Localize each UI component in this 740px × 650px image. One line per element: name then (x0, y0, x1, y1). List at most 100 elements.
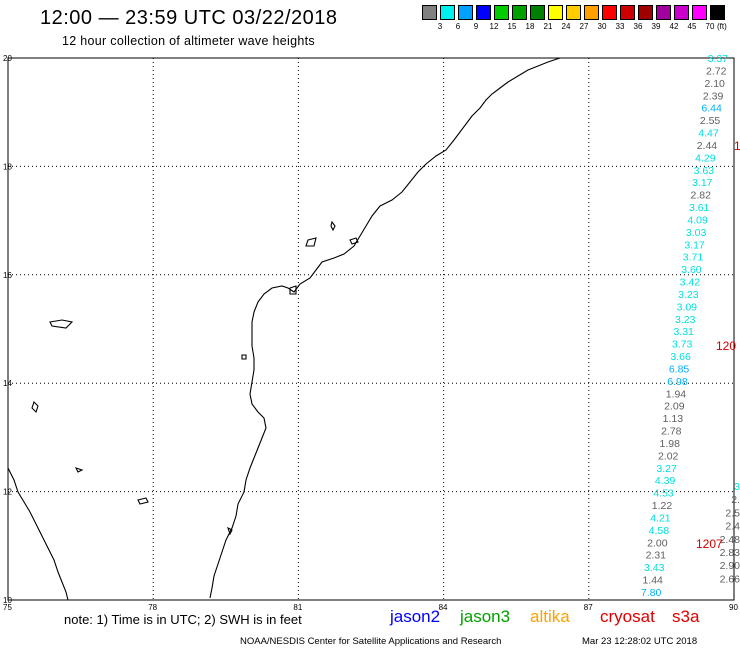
wave-height-value: 1.98 (660, 438, 681, 450)
wave-height-value: 1.44 (642, 575, 663, 587)
colorbar-swatch (548, 5, 563, 20)
wave-height-value: 2.00 (647, 537, 668, 549)
wave-height-value: 3.63 (694, 165, 715, 177)
wave-height-value: 3.23 (678, 289, 699, 301)
wave-height-value: 4.53 (653, 488, 674, 500)
wave-height-value: 2. (731, 494, 740, 506)
pass-time-label: 1207 (696, 537, 723, 551)
wave-height-value: 2.90 (720, 560, 740, 572)
wave-height-value: 2.4 (725, 521, 740, 533)
wave-height-value: 3.31 (673, 326, 694, 338)
wave-height-value: 4.29 (695, 152, 716, 164)
wave-height-value: 6.98 (667, 376, 688, 388)
colorbar-swatch (584, 5, 599, 20)
units-note: note: 1) Time is in UTC; 2) SWH is in fe… (64, 612, 302, 627)
colorbar-swatch (440, 5, 455, 20)
wave-height-value: 6.44 (701, 103, 722, 115)
colorbar-swatch (692, 5, 707, 20)
island-small-a (305, 237, 317, 247)
island-north (330, 220, 336, 232)
colorbar-label: 3 (437, 22, 443, 31)
colorbar-swatch (674, 5, 689, 20)
wave-height-value: 2.66 (720, 573, 740, 585)
colorbar-label: 45 (687, 22, 697, 31)
latitude-label: 10 (3, 596, 12, 605)
wave-height-value: 3.23 (675, 314, 696, 326)
wave-height-value: 2.5 (725, 507, 740, 519)
wave-height-value: 3.43 (644, 562, 665, 574)
wave-height-value: 2.83 (720, 547, 740, 559)
colorbar-swatch (620, 5, 635, 20)
colorbar-swatch (656, 5, 671, 20)
western-coastline (7, 467, 69, 601)
colorbar-label: 36 (633, 22, 643, 31)
colorbar-swatch (602, 5, 617, 20)
colorbar-swatch (530, 5, 545, 20)
longitude-label: 75 (3, 603, 12, 612)
mainland-coastline (209, 57, 561, 599)
wave-height-value: 2.48 (720, 534, 740, 546)
wave-height-value: 3 (734, 481, 740, 493)
colorbar-swatch (512, 5, 527, 20)
wave-height-value: 3.37 (708, 53, 729, 65)
wave-height-value: 4.21 (650, 512, 671, 524)
wave-height-value: 4.58 (649, 525, 670, 537)
wave-height-value: 6.85 (669, 363, 690, 375)
wave-height-value: 2.44 (697, 140, 718, 152)
island-coastal (241, 354, 247, 360)
wave-height-value: 3.42 (680, 277, 701, 289)
wave-height-value: 3.71 (683, 252, 704, 264)
wave-height-value: 2.39 (703, 90, 724, 102)
map-title: 12:00 — 23:59 UTC 03/22/2018 (40, 7, 338, 29)
wave-height-value: 3.17 (692, 177, 713, 189)
credit-line: NOAA/NESDIS Center for Satellite Applica… (240, 636, 502, 647)
wave-height-value: 3.03 (686, 227, 707, 239)
island-small-b (349, 237, 359, 245)
latitude-label: 16 (3, 271, 12, 280)
island-south (227, 526, 233, 536)
longitude-label: 84 (439, 603, 448, 612)
colorbar-label: 21 (543, 22, 553, 31)
wave-height-value: 4.09 (687, 214, 708, 226)
colorbar-swatch (638, 5, 653, 20)
wave-height-value: 2.31 (646, 550, 667, 562)
satellite-legend-altika: altika (530, 607, 570, 626)
wave-height-value: 4.39 (655, 475, 676, 487)
colorbar-swatch (566, 5, 581, 20)
colorbar-label: 30 (597, 22, 607, 31)
island-west-d (137, 497, 149, 505)
colorbar-label: 24 (561, 22, 571, 31)
satellite-legend-s3a: s3a (672, 607, 700, 626)
island-west-a (49, 319, 74, 329)
wave-height-value: 1.94 (666, 388, 687, 400)
colorbar-label: 27 (579, 22, 589, 31)
longitude-label: 90 (729, 603, 738, 612)
wave-height-value: 3.61 (689, 202, 710, 214)
colorbar-label: 6 (455, 22, 461, 31)
pass-time-label: 120 (716, 339, 736, 353)
satellite-legend-jason3: jason3 (460, 607, 511, 626)
colorbar-swatch (476, 5, 491, 20)
latitude-label: 20 (3, 54, 12, 63)
wave-height-value: 3.17 (684, 239, 705, 251)
colorbar-label: 18 (525, 22, 535, 31)
longitude-label: 87 (584, 603, 593, 612)
wave-height-value: 1.13 (663, 413, 684, 425)
colorbar-unit: (ft) (717, 22, 727, 31)
latitude-label: 14 (3, 379, 12, 388)
latitude-label: 12 (3, 488, 12, 497)
wave-height-value: 2.10 (704, 78, 725, 90)
longitude-label: 81 (293, 603, 302, 612)
colorbar-label: 39 (651, 22, 661, 31)
colorbar-label: 70 (705, 22, 715, 31)
wave-height-value: 2.02 (658, 450, 679, 462)
colorbar-swatch (422, 5, 437, 20)
wave-height-value: 2.82 (691, 190, 712, 202)
island-west-b (31, 400, 39, 414)
colorbar-swatch (494, 5, 509, 20)
coastline (7, 57, 561, 601)
latitude-label: 18 (3, 162, 12, 171)
wave-height-value: 2.78 (661, 426, 682, 438)
wave-height-readings: 3.372.722.102.396.442.554.472.444.293.63… (641, 53, 740, 599)
